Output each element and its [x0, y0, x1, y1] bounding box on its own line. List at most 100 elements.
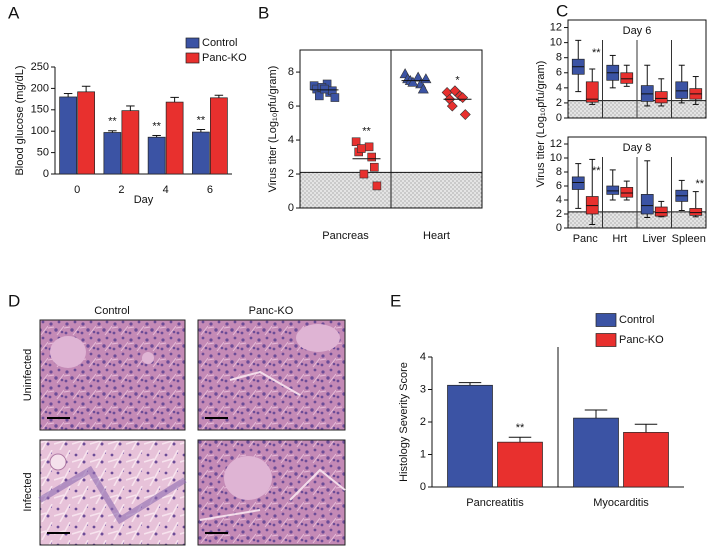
significance: *	[455, 75, 460, 87]
significance: **	[695, 178, 704, 190]
bar	[573, 417, 619, 488]
x-axis-label: Day	[134, 194, 154, 206]
row-label: Uninfected	[22, 349, 34, 402]
y-tick-label: 0	[288, 202, 294, 214]
y-tick-label: 8	[556, 166, 562, 178]
x-tick-label: Spleen	[672, 233, 706, 245]
bar	[210, 97, 228, 175]
legend-label: Panc-KO	[202, 52, 247, 64]
y-tick-label: 8	[556, 52, 562, 64]
y-tick-label: 2	[556, 97, 562, 109]
y-tick-label: 4	[420, 351, 426, 363]
point	[320, 84, 329, 94]
histology-image	[38, 439, 187, 546]
box	[620, 187, 634, 198]
significance: **	[197, 114, 206, 126]
panel-label: B	[258, 3, 269, 22]
y-tick-label: 0	[556, 222, 562, 234]
x-tick-label: Liver	[642, 233, 666, 245]
point	[367, 152, 377, 162]
point	[351, 137, 361, 147]
y-tick-label: 1	[420, 448, 426, 460]
panel-label: E	[390, 291, 401, 310]
y-tick-label: 150	[31, 104, 49, 116]
point	[420, 73, 432, 84]
bar	[192, 131, 210, 175]
box	[571, 176, 585, 190]
y-tick-label: 8	[288, 66, 294, 78]
panel-label: A	[8, 3, 20, 22]
point	[372, 181, 382, 191]
box	[585, 81, 599, 103]
legend-swatch	[595, 313, 617, 327]
significance: **	[516, 422, 525, 434]
point	[449, 85, 461, 97]
y-tick-label: 0	[420, 481, 426, 493]
x-tick-label: Hrt	[612, 233, 627, 245]
point	[364, 142, 374, 152]
significance: **	[152, 120, 161, 132]
x-tick-label: Pancreatitis	[466, 497, 524, 509]
column-label: Control	[94, 305, 129, 317]
y-tick-label: 4	[288, 134, 294, 146]
y-tick-label: 2	[420, 416, 426, 428]
y-tick-label: 10	[550, 152, 562, 164]
legend-label: Panc-KO	[619, 334, 664, 346]
box	[640, 194, 654, 215]
y-tick-label: 250	[31, 61, 49, 73]
legend-swatch	[185, 37, 200, 49]
point	[359, 169, 369, 179]
bar	[497, 441, 543, 488]
panel-title: Day 8	[623, 142, 652, 154]
y-tick-label: 6	[556, 180, 562, 192]
y-tick-label: 200	[31, 82, 49, 94]
box	[675, 81, 689, 99]
x-tick-label: 2	[118, 184, 124, 196]
legend-label: Control	[619, 314, 654, 326]
y-tick-label: 2	[288, 168, 294, 180]
box	[620, 72, 634, 84]
bar	[147, 136, 166, 175]
point	[356, 144, 366, 153]
legend-label: Control	[202, 37, 237, 49]
bar	[59, 96, 77, 175]
y-axis-label: Histology Severity Score	[398, 362, 410, 482]
y-tick-label: 0	[43, 168, 49, 180]
point	[446, 100, 458, 112]
y-tick-label: 2	[556, 208, 562, 220]
histology-image	[197, 439, 346, 546]
y-tick-label: 100	[31, 125, 49, 137]
bar	[447, 384, 493, 488]
point	[407, 76, 419, 87]
point	[330, 93, 340, 102]
y-tick-label: 6	[556, 67, 562, 79]
panel-label: D	[8, 291, 20, 310]
bar	[121, 110, 140, 175]
bar	[165, 101, 184, 175]
panel-title: Day 6	[623, 25, 652, 37]
y-tick-label: 4	[556, 194, 562, 206]
y-axis-label: Virus titer (Log₁₀pfu/gram)	[535, 61, 547, 188]
x-tick-label: Pancreas	[322, 230, 369, 242]
histology-image	[39, 319, 186, 431]
y-tick-label: 12	[550, 138, 562, 150]
y-tick-label: 50	[37, 147, 49, 159]
x-tick-label: Panc	[573, 233, 599, 245]
y-tick-label: 4	[556, 82, 562, 94]
x-tick-label: Myocarditis	[593, 497, 649, 509]
row-label: Infected	[22, 472, 34, 511]
bar	[103, 132, 122, 175]
y-tick-label: 10	[550, 37, 562, 49]
box	[654, 91, 668, 104]
point	[314, 91, 324, 101]
significance: **	[108, 116, 117, 128]
significance: **	[592, 47, 601, 59]
y-tick-label: 12	[550, 21, 562, 33]
significance: **	[592, 165, 601, 177]
legend-swatch	[185, 52, 200, 64]
x-tick-label: 0	[74, 184, 80, 196]
y-tick-label: 6	[288, 100, 294, 112]
bar	[77, 91, 95, 175]
box	[689, 208, 703, 216]
